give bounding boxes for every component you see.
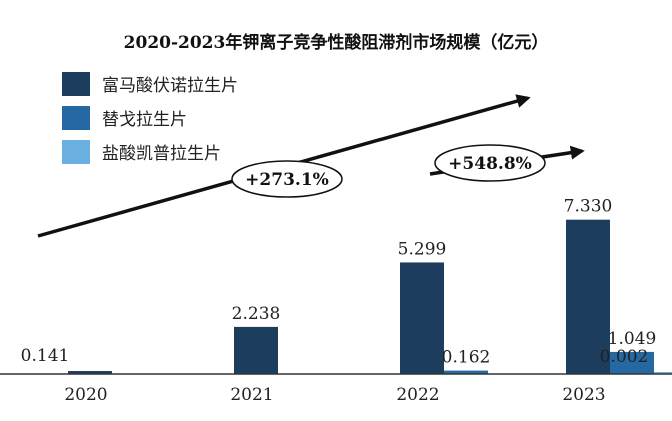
annotation-text-1: +548.8% [448,154,532,174]
legend-swatch-0 [62,72,90,96]
x-tick-label-2021: 2021 [230,385,273,405]
data-label-0-2023: 7.330 [564,197,613,217]
bar-1-2023 [610,351,654,374]
data-label-1-2023: 1.049 [608,329,657,349]
legend-label-2: 盐酸凯普拉生片 [102,144,221,164]
bar-0-2023 [566,219,610,374]
legend-swatch-2 [62,140,90,164]
chart-title: 2020-2023年钾离子竞争性酸阻滞剂市场规模（亿元） [124,32,549,53]
legend-label-1: 替戈拉生片 [102,110,187,130]
bar-0-2022 [400,262,444,374]
bar-0-2021 [234,326,278,374]
legend-label-0: 富马酸伏诺拉生片 [102,76,238,96]
bar-0-2020 [68,371,112,374]
x-tick-label-2023: 2023 [562,385,605,405]
x-tick-label-2020: 2020 [64,385,107,405]
data-label-2-2023: 0.002 [600,347,649,367]
bar-1-2022 [444,370,488,374]
data-label-0-2022: 5.299 [398,239,447,259]
annotation-text-0: +273.1% [245,170,329,190]
annotation-ellipse-1 [434,144,546,182]
data-label-0-2021: 2.238 [232,304,281,324]
data-label-1-2022: 0.162 [442,348,491,368]
legend-swatch-1 [62,106,90,130]
data-label-0-2020: 0.141 [21,346,70,366]
bar-2-2023 [654,372,672,374]
annotation-ellipse-0 [231,160,343,198]
x-tick-label-2022: 2022 [396,385,439,405]
